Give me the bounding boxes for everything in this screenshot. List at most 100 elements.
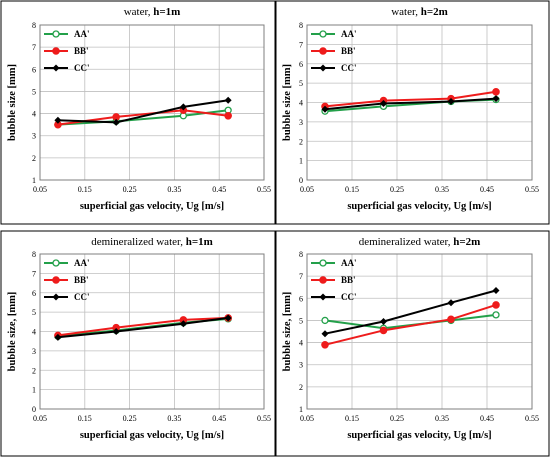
- chart-panel-3: 0 1 2 3 4 5 6 7 8 0.05 0.15 0.25 0.35 0.45 0.55 deminer…: [0, 230, 276, 457]
- data-point: [380, 318, 387, 326]
- chart-title-height: h=1m: [186, 236, 213, 248]
- x-tick-label: 0.15: [78, 185, 92, 194]
- x-tick-label: 0.45: [480, 414, 494, 423]
- y-tick-label: 1: [299, 405, 303, 414]
- y-axis-label: bubble size [mm]: [282, 64, 293, 141]
- y-tick-label: 5: [32, 87, 36, 96]
- chart-title: demineralized water, h=1m: [91, 236, 213, 248]
- chart-panel-1: 1 2 3 4 5 6 7 8 0.05 0.15 0.25 0.35 0.45 0.55 water, h…: [0, 0, 276, 225]
- series-line-CC: [57, 99, 229, 124]
- data-point: [380, 99, 387, 107]
- data-point: [379, 326, 388, 335]
- legend-label: AA': [74, 29, 90, 39]
- y-tick-label: 5: [32, 308, 36, 317]
- chart-title: demineralized water, h=2m: [359, 236, 481, 248]
- x-tick-label: 0.05: [300, 414, 314, 423]
- y-tick-label: 8: [32, 21, 36, 30]
- legend-marker: [52, 47, 60, 55]
- y-axis-label: bubble size [mm]: [7, 64, 18, 141]
- x-tick-label: 0.45: [212, 185, 226, 194]
- y-tick-label: 7: [299, 40, 303, 49]
- y-tick-label: 4: [32, 110, 36, 119]
- x-tick-label: 0.25: [123, 185, 137, 194]
- x-tick-label: 0.45: [480, 185, 494, 194]
- y-axis-label: bubble size, [mm]: [282, 292, 293, 372]
- chart-panel-2: 0 1 2 3 4 5 6 7 8 0.05 0.15 0.25 0.35 0.45 0.55 water, …: [275, 0, 550, 225]
- plot-border: [306, 253, 533, 410]
- y-tick-label: 6: [32, 289, 36, 298]
- data-point: [224, 96, 232, 104]
- chart-title-medium: water,: [124, 6, 154, 18]
- y-tick-label: 1: [32, 176, 36, 185]
- y-tick-label: 2: [32, 366, 36, 375]
- chart-title-medium: demineralized water,: [91, 236, 186, 248]
- legend-label: AA': [74, 258, 90, 268]
- x-axis-label: superficial gas velocity, Ug [m/s]: [80, 201, 224, 212]
- y-tick-label: 6: [32, 65, 36, 74]
- y-tick-label: 1: [32, 386, 36, 395]
- series-line-CC: [324, 289, 497, 335]
- data-point: [321, 316, 329, 325]
- y-tick-label: 6: [299, 294, 303, 303]
- y-tick-label: 2: [32, 154, 36, 163]
- data-point: [492, 311, 500, 319]
- legend-marker: [52, 276, 60, 284]
- x-tick-label: 0.15: [345, 185, 359, 194]
- legend-label: BB': [74, 46, 89, 56]
- x-tick-label: 0.25: [390, 414, 404, 423]
- y-tick-label: 3: [32, 132, 36, 141]
- legend-label: BB': [341, 275, 356, 285]
- y-tick-label: 5: [299, 316, 303, 325]
- x-tick-label: 0.05: [300, 185, 314, 194]
- x-tick-label: 0.25: [390, 185, 404, 194]
- legend-marker: [319, 30, 327, 38]
- legend-marker: [52, 64, 60, 72]
- y-tick-label: 7: [32, 43, 36, 52]
- legend-label: BB': [341, 46, 356, 56]
- x-tick-label: 0.55: [525, 185, 539, 194]
- series-line-CC: [57, 316, 229, 339]
- legend-marker: [319, 47, 327, 55]
- data-point: [492, 287, 500, 295]
- y-tick-label: 2: [299, 137, 303, 146]
- y-tick-label: 7: [32, 269, 36, 278]
- y-tick-label: 2: [299, 383, 303, 392]
- x-tick-label: 0.55: [525, 414, 539, 423]
- legend-marker: [52, 30, 60, 38]
- legend-label: CC': [341, 63, 357, 73]
- data-point: [492, 88, 500, 96]
- legend-marker: [319, 64, 327, 72]
- y-tick-label: 0: [299, 176, 303, 185]
- chart-title-height: h=2m: [453, 236, 480, 248]
- y-tick-label: 8: [32, 250, 36, 259]
- x-axis-label: superficial gas velocity, Ug [m/s]: [80, 430, 224, 441]
- x-tick-label: 0.15: [345, 414, 359, 423]
- plot-border: [39, 24, 265, 181]
- plot-border: [39, 253, 265, 410]
- chart-title: water, h=1m: [124, 6, 181, 18]
- x-tick-label: 0.05: [33, 414, 47, 423]
- data-point: [447, 299, 455, 307]
- y-tick-label: 7: [299, 272, 303, 281]
- y-axis-label: bubble size, [mm]: [7, 292, 18, 372]
- legend-label: AA': [341, 258, 357, 268]
- x-tick-label: 0.25: [123, 414, 137, 423]
- legend-label: CC': [74, 63, 90, 73]
- chart-panel-4: 1 2 3 4 5 6 7 8 0.05 0.15 0.25 0.35 0.45 0.55 deminera…: [275, 230, 550, 457]
- chart-title-height: h=2m: [421, 6, 448, 18]
- legend-label: AA': [341, 29, 357, 39]
- legend-marker: [319, 293, 327, 301]
- plot-area: [307, 254, 532, 409]
- data-point: [321, 105, 329, 113]
- plot-area: [40, 25, 264, 180]
- y-tick-label: 0: [32, 405, 36, 414]
- legend-label: CC': [341, 292, 357, 302]
- legend-marker: [319, 259, 327, 267]
- x-tick-label: 0.15: [78, 414, 92, 423]
- chart-title: water, h=2m: [391, 6, 448, 18]
- legend-label: CC': [74, 292, 90, 302]
- data-point: [492, 301, 500, 309]
- y-tick-label: 3: [299, 118, 303, 127]
- series-line-CC: [324, 97, 497, 111]
- x-axis-label: superficial gas velocity, Ug [m/s]: [347, 201, 491, 212]
